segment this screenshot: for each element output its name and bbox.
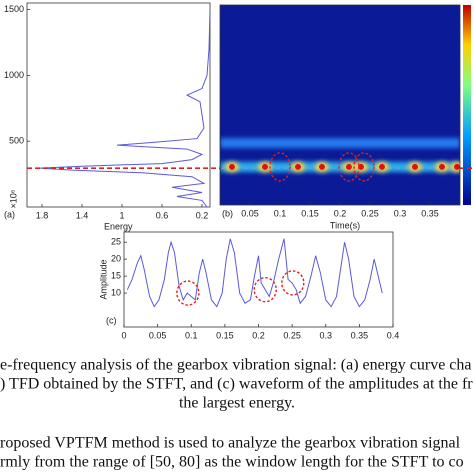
data-line <box>126 238 383 308</box>
highlight-circle <box>176 280 200 306</box>
energy-spot-core <box>412 163 418 170</box>
caption-line: e-frequency analysis of the gearbox vibr… <box>0 357 472 374</box>
energy-band <box>220 161 460 172</box>
x-tick-label: 0.35 <box>351 330 369 340</box>
energy-spot-core <box>454 163 460 170</box>
x-tick-label: 0.4 <box>387 330 400 340</box>
x-tick-label: 0 <box>121 330 126 340</box>
x-tick-label: 0.35 <box>421 208 439 218</box>
energy-spot-core <box>229 163 235 170</box>
colorbar <box>463 5 471 205</box>
x-axis-label: Time(s) <box>330 220 360 230</box>
plot-frame <box>26 2 211 208</box>
y-tick-label: 20 <box>111 254 121 264</box>
y-axis-label: Amplitude <box>98 259 108 299</box>
highlight-circle <box>353 152 375 182</box>
caption-line: the largest energy. <box>179 395 295 412</box>
x-tick-label: 0.15 <box>216 330 234 340</box>
energy-spot-core <box>262 163 268 170</box>
x-tick-label: 0.05 <box>149 330 167 340</box>
x-tick-label: 0.2 <box>334 208 347 218</box>
x-tick-label: 0.15 <box>301 208 319 218</box>
energy-spot-core <box>439 163 445 170</box>
y-tick-label: 500 <box>9 136 24 146</box>
axis-title: Energy <box>104 221 133 231</box>
body-line: roposed VPTFM method is used to analyze … <box>0 435 461 452</box>
x-tick-label: 1.4 <box>76 210 89 220</box>
x-tick-label: 1 <box>119 210 124 220</box>
energy-spot-core <box>346 163 352 170</box>
x-tick-label: 0.25 <box>361 208 379 218</box>
body-line: rmly from the range of [50, 80] as the w… <box>0 454 464 471</box>
energy-spot-core <box>319 163 325 170</box>
highlight-circle <box>269 152 291 182</box>
x-exponent: ×10⁶ <box>8 189 18 208</box>
y-tick-label: 1500 <box>4 4 24 14</box>
x-tick-label: 0.2 <box>196 210 209 220</box>
highlight-circle <box>338 152 360 182</box>
energy-band <box>220 138 460 149</box>
highlight-circle <box>253 276 277 303</box>
x-tick-label: 0.1 <box>274 208 287 218</box>
x-tick-label: 0.3 <box>394 208 407 218</box>
x-tick-label: 0.2 <box>252 330 265 340</box>
y-tick-label: 1000 <box>4 70 24 80</box>
panel-label: (c) <box>106 315 117 325</box>
x-tick-label: 0.6 <box>156 210 169 220</box>
x-tick-label: 1.8 <box>36 210 49 220</box>
energy-spot-core <box>295 163 301 170</box>
panel-label: (b) <box>222 208 233 218</box>
highlight-circle <box>281 270 305 296</box>
data-line <box>39 9 211 208</box>
energy-spot-core <box>379 163 385 170</box>
x-tick-label: 0.1 <box>185 330 198 340</box>
caption-line: ) TFD obtained by the STFT, and (c) wave… <box>0 376 473 393</box>
x-tick-label: 0.3 <box>319 330 332 340</box>
y-tick-label: 10 <box>111 287 121 297</box>
y-tick-label: 25 <box>111 237 121 247</box>
y-tick-label: 15 <box>111 270 121 280</box>
heatmap-background <box>220 5 460 205</box>
heatmap <box>220 138 460 172</box>
panel-label: (a) <box>4 209 15 219</box>
x-tick-label: 0.25 <box>283 330 301 340</box>
x-tick-label: 0.05 <box>241 208 259 218</box>
